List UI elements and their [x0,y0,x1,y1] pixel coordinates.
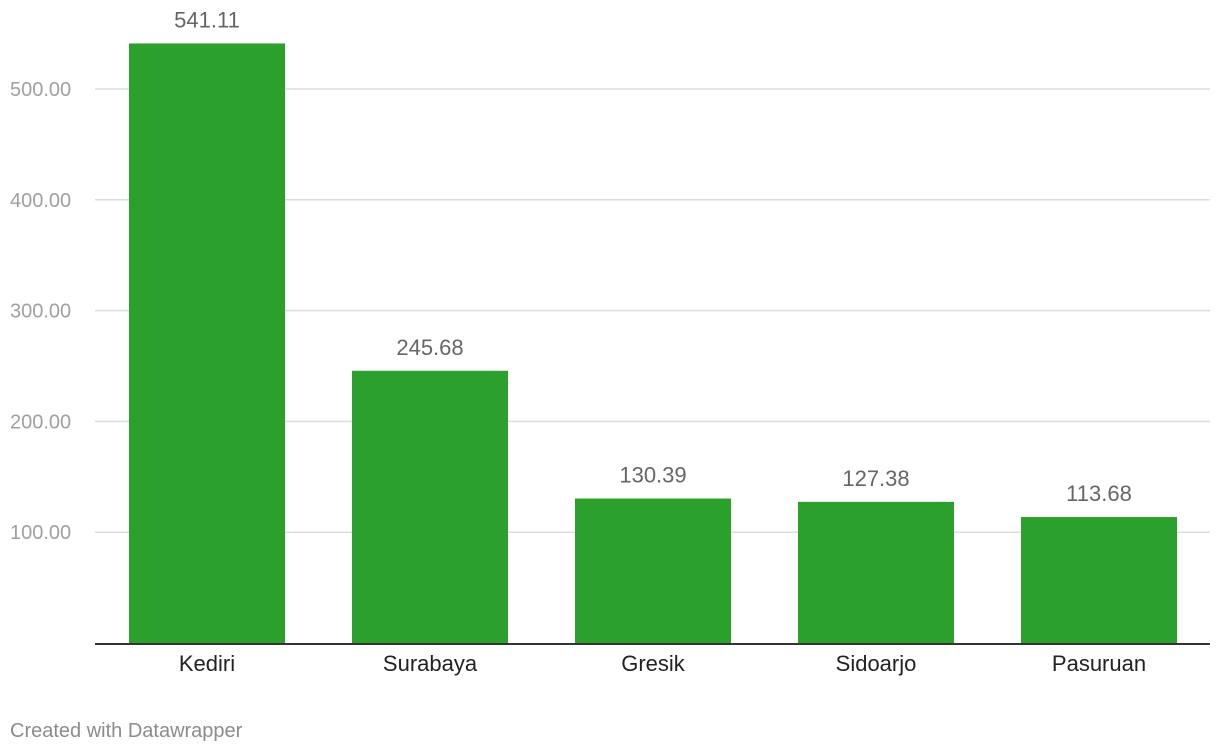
x-tick-label: Pasuruan [1052,651,1146,676]
x-tick-label: Kediri [179,651,235,676]
bar-surabaya[interactable] [352,370,508,643]
y-tick-label: 100.00 [10,522,71,544]
bar-gresik[interactable] [575,498,731,643]
value-label: 130.39 [619,463,686,488]
x-tick-label: Sidoarjo [836,651,917,676]
x-tick-label: Surabaya [383,651,478,676]
bars [129,43,1177,643]
x-tick-label: Gresik [621,651,686,676]
x-axis-category-labels: Kediri Surabaya Gresik Sidoarjo Pasuruan [179,651,1146,676]
value-labels: 541.11 245.68 130.39 127.38 113.68 [174,7,1132,506]
bar-kediri[interactable] [129,43,285,643]
value-label: 113.68 [1066,481,1132,506]
value-label: 245.68 [396,335,463,360]
datawrapper-credit[interactable]: Created with Datawrapper [10,720,243,742]
y-tick-label: 500.00 [10,79,71,101]
bar-pasuruan[interactable] [1021,517,1177,643]
y-tick-label: 200.00 [10,411,71,433]
y-tick-label: 300.00 [10,301,71,323]
y-axis-ticks: 100.00 200.00 300.00 400.00 500.00 [10,79,71,544]
value-label: 127.38 [842,466,909,491]
y-tick-label: 400.00 [10,190,71,212]
value-label: 541.11 [174,7,240,32]
bar-sidoarjo[interactable] [798,501,954,643]
